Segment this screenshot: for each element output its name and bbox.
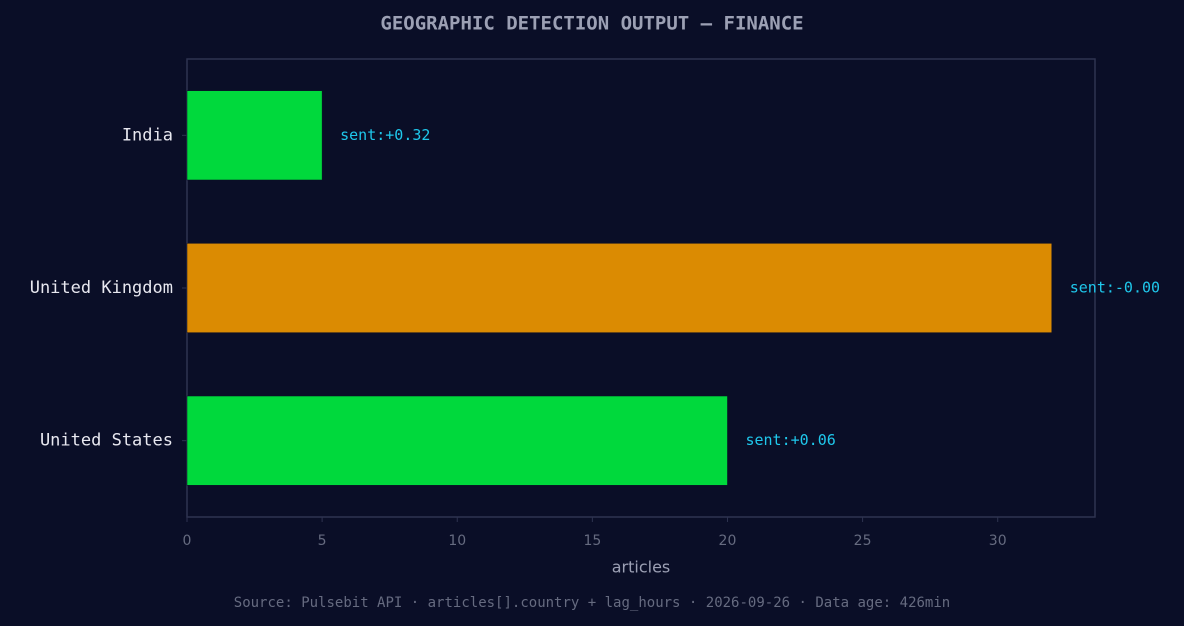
y-tick-label: India [122, 125, 173, 145]
x-tick-label: 30 [989, 533, 1007, 549]
footer: Source: Pulsebit API · articles[].countr… [234, 595, 950, 611]
bar [186, 90, 323, 181]
x-tick-label: 10 [448, 533, 466, 549]
x-tick-label: 25 [854, 533, 872, 549]
bar-annotation: sent:+0.06 [745, 431, 835, 449]
y-tick-label: United States [40, 431, 173, 451]
chart-title: GEOGRAPHIC DETECTION OUTPUT — FINANCE [380, 13, 803, 35]
bar-annotation: sent:-0.00 [1070, 279, 1160, 297]
x-tick-label: 0 [183, 533, 192, 549]
x-tick-label: 5 [318, 533, 327, 549]
bar [186, 395, 728, 486]
x-tick-label: 15 [583, 533, 601, 549]
x-axis-label: articles [612, 558, 671, 577]
y-tick-label: United Kingdom [30, 278, 173, 298]
bar-annotation: sent:+0.32 [340, 126, 430, 144]
x-tick-label: 20 [719, 533, 737, 549]
bar [186, 243, 1053, 333]
